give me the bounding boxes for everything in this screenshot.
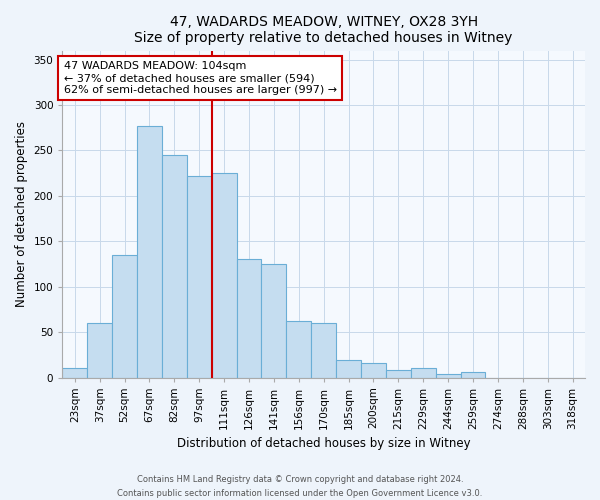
Bar <box>286 321 311 378</box>
Bar <box>112 255 137 378</box>
Bar <box>436 374 461 378</box>
Bar <box>62 368 87 378</box>
Bar <box>361 363 386 378</box>
Title: 47, WADARDS MEADOW, WITNEY, OX28 3YH
Size of property relative to detached house: 47, WADARDS MEADOW, WITNEY, OX28 3YH Siz… <box>134 15 513 45</box>
Bar <box>162 155 187 378</box>
Text: 47 WADARDS MEADOW: 104sqm
← 37% of detached houses are smaller (594)
62% of semi: 47 WADARDS MEADOW: 104sqm ← 37% of detac… <box>64 62 337 94</box>
Bar <box>411 368 436 378</box>
Bar <box>87 323 112 378</box>
Bar <box>187 176 212 378</box>
Bar <box>386 370 411 378</box>
Y-axis label: Number of detached properties: Number of detached properties <box>15 121 28 307</box>
Bar <box>461 372 485 378</box>
Bar <box>236 260 262 378</box>
Bar <box>137 126 162 378</box>
Text: Contains HM Land Registry data © Crown copyright and database right 2024.
Contai: Contains HM Land Registry data © Crown c… <box>118 476 482 498</box>
Bar <box>262 264 286 378</box>
Bar <box>212 173 236 378</box>
X-axis label: Distribution of detached houses by size in Witney: Distribution of detached houses by size … <box>177 437 470 450</box>
Bar <box>311 323 336 378</box>
Bar <box>336 360 361 378</box>
